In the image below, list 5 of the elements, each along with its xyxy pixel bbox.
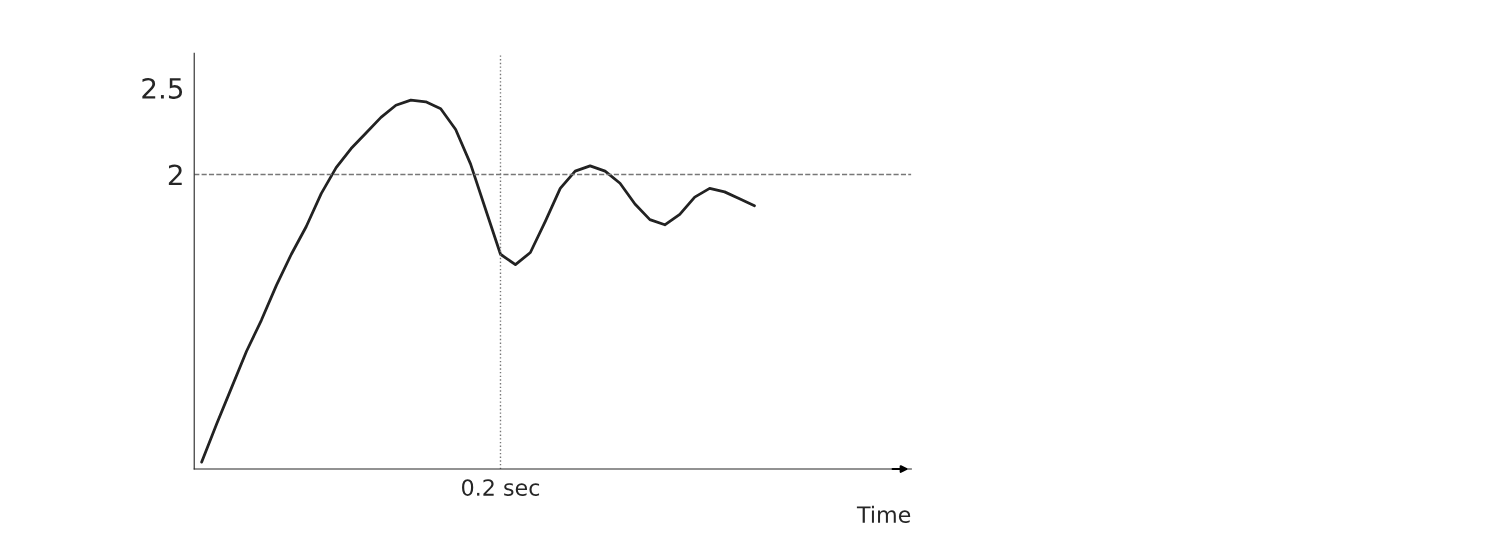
line-series [200, 98, 756, 464]
x-axis-title: Time [856, 505, 911, 524]
y-tick-label: 2 [168, 164, 182, 186]
x-tick-label: 0.2 sec [462, 479, 540, 496]
y-tick-label: 2.5 [142, 77, 183, 99]
